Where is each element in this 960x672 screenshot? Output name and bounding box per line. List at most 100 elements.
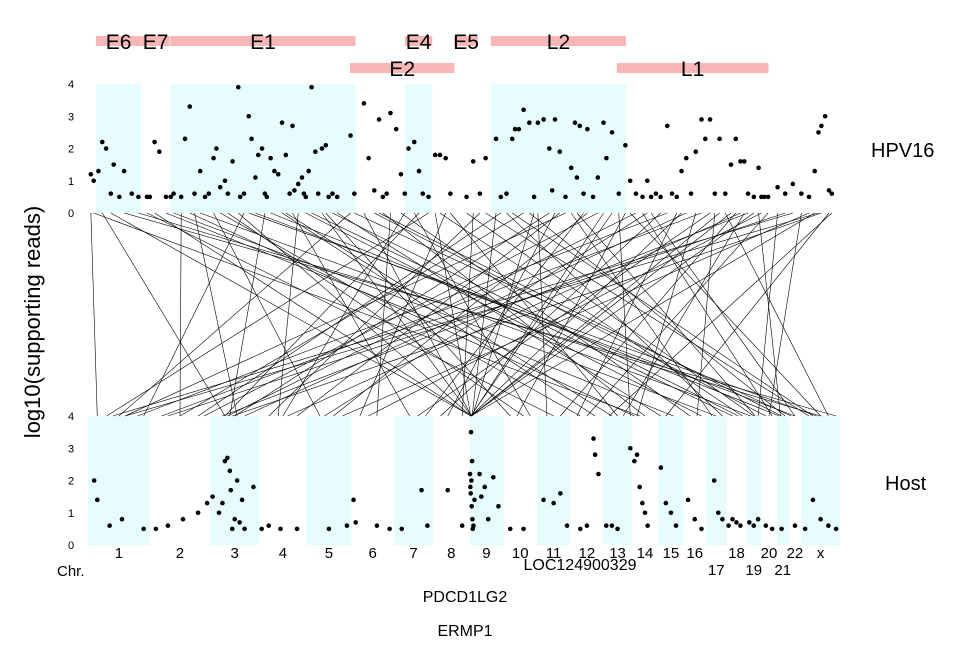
integration-link	[471, 212, 720, 417]
integration-link	[161, 212, 702, 417]
host-breakpoint	[726, 523, 731, 528]
hpv-breakpoint	[121, 168, 127, 174]
chr-tick-15: 15	[663, 545, 680, 562]
hpv-breakpoint	[541, 117, 546, 122]
hpv-breakpoint	[91, 178, 97, 184]
integration-link	[194, 212, 238, 417]
hpv-breakpoint	[253, 175, 258, 180]
host-breakpoint	[228, 487, 234, 493]
hpv-breakpoint	[287, 191, 292, 196]
hpv-breakpoint	[688, 191, 694, 196]
hpv-breakpoint	[581, 191, 586, 196]
host-breakpoint	[266, 523, 272, 528]
integration-link	[112, 212, 793, 417]
hpv-breakpoint	[703, 136, 708, 142]
host-chromosome-shading	[88, 416, 840, 545]
hpv-breakpoint	[775, 184, 780, 190]
host-breakpoint	[491, 474, 496, 480]
integration-link	[118, 212, 351, 417]
hpv-breakpoint	[733, 136, 739, 142]
chr-tick-20: 20	[761, 545, 778, 562]
hpv-breakpoint	[202, 194, 208, 200]
integration-link	[650, 212, 796, 417]
hpv-breakpoint	[443, 155, 448, 161]
host-shade-chr-1	[88, 416, 150, 545]
host-breakpoint	[738, 523, 743, 528]
integration-link	[244, 212, 687, 417]
host-breakpoint	[469, 478, 474, 483]
host-breakpoint	[496, 504, 501, 509]
x-axis-title: Chr.	[57, 563, 85, 580]
hpv-breakpoint	[103, 146, 109, 151]
integration-link	[461, 212, 474, 417]
chr-tick-8: 8	[447, 545, 455, 562]
hpv-breakpoint	[552, 117, 558, 122]
chr-tick-4: 4	[279, 545, 287, 562]
chr-tick-5: 5	[325, 545, 333, 562]
integration-link	[296, 212, 560, 417]
hpv-breakpoint	[712, 191, 718, 196]
host-breakpoint	[663, 500, 669, 506]
host-breakpoint	[584, 523, 590, 528]
hpv-breakpoint	[699, 117, 704, 122]
hpv-breakpoint	[192, 191, 197, 196]
hpv-breakpoint	[249, 136, 254, 142]
integration-link	[696, 212, 716, 417]
host-breakpoint	[609, 523, 615, 528]
host-breakpoint	[747, 520, 752, 525]
gene-label-e2: E2	[389, 58, 415, 81]
hpv-ytick-1: 1	[68, 176, 74, 188]
hpv-breakpoint	[549, 188, 555, 193]
hpv-breakpoint	[616, 191, 622, 196]
integration-link	[125, 212, 819, 417]
hpv-breakpoint	[136, 194, 141, 200]
integration-link	[321, 212, 472, 417]
integration-link	[222, 212, 749, 417]
chr-tick-6: 6	[368, 545, 376, 562]
integration-link	[368, 212, 762, 417]
chr-tick-11: 11	[546, 545, 562, 562]
integration-link	[333, 212, 588, 417]
hpv-breakpoint	[577, 123, 583, 129]
host-ytick-3: 3	[68, 443, 74, 455]
hpv-breakpoint	[806, 194, 812, 200]
chr-tick-22: 22	[787, 545, 804, 562]
integration-link	[143, 212, 245, 417]
chr-tick-13: 13	[609, 545, 626, 562]
hpv-breakpoint	[168, 194, 174, 200]
host-breakpoint	[711, 478, 717, 483]
chr-tick-3: 3	[231, 545, 239, 562]
hpv-breakpoints	[88, 84, 835, 200]
integration-link	[506, 212, 723, 417]
hpv-breakpoint	[235, 84, 241, 90]
integration-link	[642, 212, 773, 417]
host-breakpoint	[642, 510, 648, 516]
hpv-breakpoint	[268, 155, 273, 161]
host-breakpoint	[225, 455, 230, 461]
host-breakpoint	[763, 523, 769, 528]
hpv-breakpoint	[574, 175, 580, 180]
gene-bar-e7	[141, 36, 170, 46]
chr-tick-14: 14	[637, 545, 654, 562]
gene-bar-l1	[616, 63, 769, 73]
hpv-breakpoint	[306, 168, 311, 174]
hpv-breakpoint	[217, 184, 223, 190]
host-shade-chr-5	[306, 416, 352, 545]
hpv-breakpoint	[728, 162, 734, 167]
hpv-side-label: HPV16	[871, 140, 934, 162]
host-breakpoint	[232, 516, 238, 522]
host-breakpoint	[326, 526, 332, 532]
host-breakpoint	[507, 526, 513, 532]
hpv-breakpoint	[372, 188, 377, 193]
hpv-breakpoint	[111, 162, 116, 167]
host-breakpoints	[91, 429, 839, 532]
integration-link	[234, 212, 550, 417]
host-breakpoint	[445, 487, 451, 493]
hpv-breakpoint	[292, 188, 297, 193]
host-breakpoint	[94, 497, 100, 503]
hpv-breakpoint	[319, 146, 325, 151]
host-breakpoint	[251, 484, 256, 490]
hpv-breakpoint	[187, 104, 193, 109]
hpv-breakpoint	[521, 107, 526, 113]
host-breakpoint	[551, 500, 556, 506]
